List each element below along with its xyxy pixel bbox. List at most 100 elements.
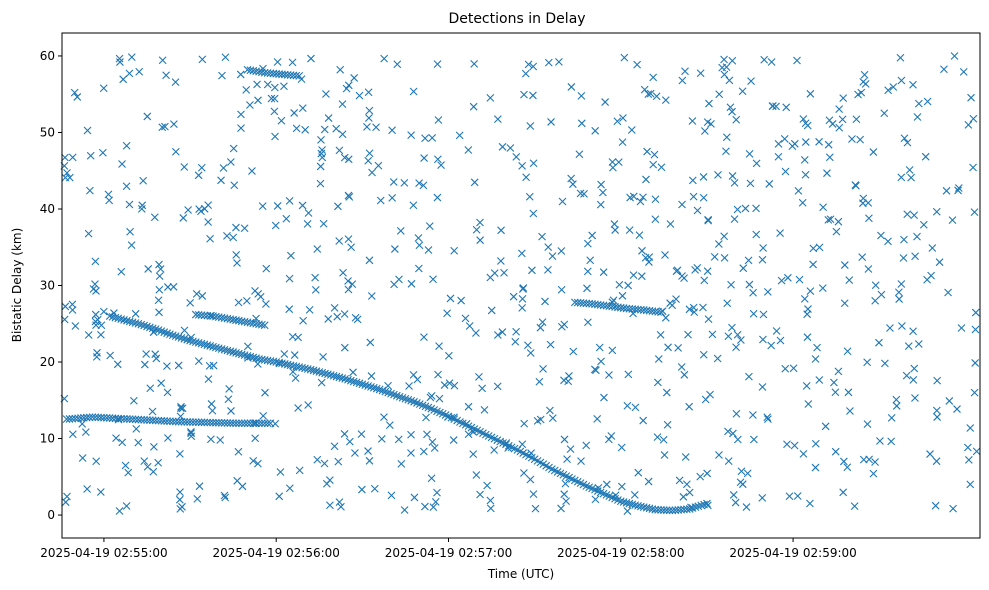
clutter-point <box>892 395 901 404</box>
track-point <box>312 367 321 376</box>
clutter-point <box>414 264 423 273</box>
clutter-point <box>963 443 972 452</box>
clutter-point <box>932 457 941 466</box>
clutter-point <box>421 134 429 143</box>
track-point <box>214 418 223 427</box>
clutter-point <box>758 255 767 264</box>
clutter-point <box>114 415 123 424</box>
clutter-point <box>664 343 672 352</box>
clutter-point <box>177 404 185 413</box>
clutter-point <box>892 402 901 410</box>
track-point <box>369 383 378 392</box>
clutter-point <box>262 264 271 273</box>
clutter-point <box>597 180 605 189</box>
clutter-point <box>472 471 481 479</box>
track-point <box>338 374 347 382</box>
clutter-point <box>599 268 608 277</box>
clutter-point <box>219 164 228 172</box>
track-point <box>257 419 266 428</box>
clutter-point <box>857 88 866 97</box>
clutter-point <box>271 221 280 230</box>
clutter-point <box>593 415 602 423</box>
clutter-point <box>324 315 333 323</box>
clutter-point <box>809 260 817 269</box>
clutter-point <box>582 441 591 450</box>
clutter-point <box>151 350 160 359</box>
clutter-point <box>957 324 966 332</box>
clutter-point <box>618 138 627 146</box>
clutter-point <box>122 141 131 150</box>
clutter-point <box>122 182 131 191</box>
clutter-point <box>129 396 138 405</box>
clutter-point <box>112 434 120 443</box>
clutter-point <box>158 56 167 65</box>
clutter-point <box>347 243 356 252</box>
clutter-point <box>161 122 169 131</box>
clutter-point <box>429 275 437 284</box>
track-point <box>168 331 177 340</box>
clutter-point <box>78 420 87 428</box>
clutter-point <box>78 454 87 462</box>
clutter-point <box>897 173 906 182</box>
clutter-point <box>728 323 736 332</box>
clutter-point <box>950 52 959 60</box>
clutter-point <box>163 283 172 291</box>
clutter-point <box>313 245 322 253</box>
clutter-point <box>285 197 294 205</box>
clutter-point <box>509 292 518 301</box>
clutter-point <box>919 220 928 229</box>
clutter-point <box>705 99 713 108</box>
clutter-point <box>277 116 286 125</box>
clutter-point <box>858 253 867 262</box>
clutter-point <box>745 280 754 289</box>
clutter-point <box>897 76 906 85</box>
clutter-point <box>733 330 742 339</box>
clutter-point <box>394 435 403 444</box>
clutter-point <box>316 179 325 188</box>
track-point <box>694 502 703 511</box>
clutter-point <box>138 201 147 210</box>
clutter-point <box>568 180 577 189</box>
clutter-point <box>476 218 484 227</box>
clutter-point <box>732 115 741 124</box>
clutter-point <box>422 413 430 422</box>
clutter-point <box>720 232 729 241</box>
clutter-point <box>725 76 734 85</box>
clutter-point <box>208 406 217 415</box>
clutter-point <box>722 147 730 156</box>
clutter-point <box>307 54 315 63</box>
clutter-point <box>415 179 424 188</box>
clutter-point <box>407 449 415 457</box>
track-point <box>212 343 220 352</box>
clutter-point <box>155 308 163 317</box>
clutter-point <box>615 280 624 289</box>
clutter-point <box>864 199 873 207</box>
track-point <box>639 503 648 512</box>
clutter-point <box>163 362 171 370</box>
clutter-point <box>385 421 394 430</box>
clutter-point <box>511 337 520 346</box>
track-point <box>335 373 344 382</box>
clutter-point <box>428 438 437 446</box>
clutter-point <box>972 447 981 456</box>
clutter-point <box>845 276 854 285</box>
clutter-point <box>464 402 473 411</box>
clutter-point <box>896 53 905 62</box>
clutter-point <box>150 213 159 222</box>
clutter-point <box>953 405 961 413</box>
clutter-point <box>337 502 345 511</box>
clutter-point <box>848 135 856 143</box>
clutter-point <box>607 432 616 440</box>
clutter-point <box>223 231 231 240</box>
clutter-point <box>583 267 592 276</box>
track-point <box>654 505 662 514</box>
track-point <box>189 418 197 426</box>
clutter-point <box>871 458 879 466</box>
track-point <box>85 413 94 422</box>
clutter-point <box>651 195 660 204</box>
track-point <box>636 502 645 511</box>
clutter-point <box>271 419 280 428</box>
clutter-point <box>531 504 540 513</box>
clutter-point <box>388 194 397 202</box>
clutter-point <box>654 355 663 363</box>
